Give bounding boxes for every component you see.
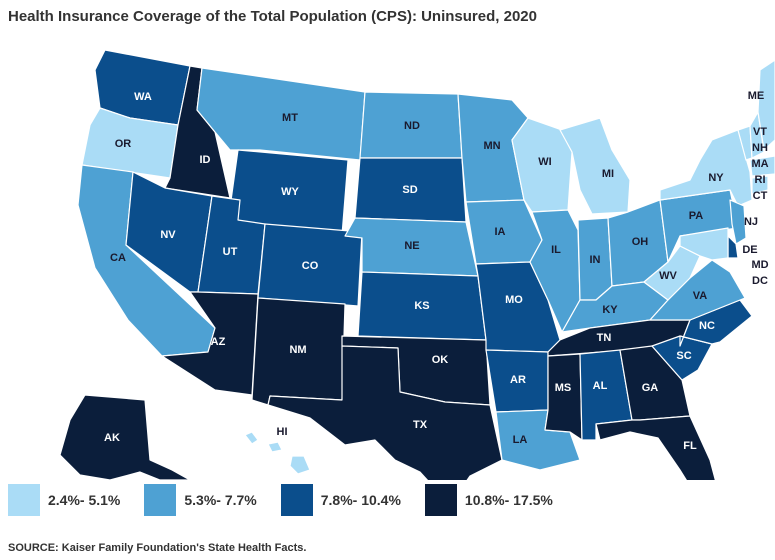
label-ca: CA — [110, 252, 126, 264]
legend: 2.4%- 5.1% 5.3%- 7.7% 7.8%- 10.4% 10.8%-… — [8, 484, 553, 516]
label-fl: FL — [683, 440, 697, 452]
label-tn: TN — [597, 332, 612, 344]
state-nj[interactable] — [729, 199, 747, 245]
state-tx[interactable] — [267, 345, 503, 480]
label-ia: IA — [495, 226, 506, 238]
label-co: CO — [302, 260, 319, 272]
label-mt: MT — [282, 112, 298, 124]
label-ut: UT — [223, 246, 238, 258]
state-ny[interactable] — [659, 129, 753, 207]
label-ga: GA — [642, 382, 659, 394]
legend-label: 7.8%- 10.4% — [320, 492, 401, 508]
map-title: Health Insurance Coverage of the Total P… — [8, 8, 537, 25]
label-nm: NM — [289, 344, 306, 356]
label-id: ID — [200, 154, 211, 166]
legend-item: 10.8%- 17.5% — [424, 484, 553, 516]
state-md[interactable] — [679, 227, 729, 261]
label-ma: MA — [751, 158, 768, 170]
label-ny: NY — [708, 172, 724, 184]
legend-swatch — [144, 484, 177, 516]
label-nd: ND — [404, 120, 420, 132]
state-ak[interactable] — [59, 394, 191, 480]
label-ar: AR — [510, 374, 526, 386]
state-labels: WA OR CA ID NV MT WY UT AZ CO NM ND SD N… — [104, 90, 769, 452]
label-ri: RI — [755, 174, 766, 186]
label-ct: CT — [753, 190, 768, 202]
state-fl[interactable] — [595, 415, 722, 480]
label-ks: KS — [414, 300, 429, 312]
state-co[interactable] — [257, 223, 363, 307]
label-dc: DC — [752, 275, 768, 287]
state-shapes — [59, 49, 775, 480]
legend-swatch — [424, 484, 457, 516]
label-me: ME — [748, 90, 765, 102]
label-mo: MO — [505, 294, 523, 306]
legend-label: 5.3%- 7.7% — [184, 492, 257, 508]
label-az: AZ — [211, 336, 226, 348]
label-sc: SC — [676, 350, 691, 362]
label-ne: NE — [404, 240, 419, 252]
state-mi[interactable] — [559, 117, 631, 215]
label-mn: MN — [483, 140, 500, 152]
state-mt[interactable] — [196, 67, 366, 161]
state-nh[interactable] — [749, 111, 765, 159]
label-wv: WV — [659, 270, 677, 282]
label-va: VA — [693, 290, 708, 302]
label-in: IN — [590, 254, 601, 266]
state-ct[interactable] — [751, 175, 769, 195]
state-ms[interactable] — [544, 353, 583, 441]
label-il: IL — [551, 244, 561, 256]
state-me[interactable] — [757, 59, 775, 151]
label-la: LA — [513, 434, 528, 446]
label-md: MD — [751, 259, 768, 271]
label-tx: TX — [413, 419, 428, 431]
label-ms: MS — [555, 382, 572, 394]
label-al: AL — [593, 380, 608, 392]
label-ak: AK — [104, 432, 120, 444]
label-pa: PA — [689, 210, 704, 222]
us-choropleth-map: WA OR CA ID NV MT WY UT AZ CO NM ND SD N… — [59, 49, 775, 480]
label-nh: NH — [752, 142, 768, 154]
label-mi: MI — [602, 168, 614, 180]
label-ky: KY — [602, 304, 618, 316]
label-nc: NC — [699, 320, 715, 332]
legend-swatch — [280, 484, 313, 516]
state-ma[interactable] — [749, 155, 775, 177]
state-hi[interactable] — [244, 431, 311, 475]
label-ok: OK — [432, 354, 449, 366]
label-wi: WI — [538, 156, 551, 168]
label-nj: NJ — [744, 216, 758, 228]
state-wi[interactable] — [511, 117, 573, 213]
legend-label: 10.8%- 17.5% — [464, 492, 553, 508]
label-hi: HI — [277, 426, 288, 438]
source-note: SOURCE: Kaiser Family Foundation's State… — [8, 542, 307, 554]
label-wa: WA — [134, 91, 152, 103]
label-or: OR — [115, 138, 132, 150]
label-de: DE — [742, 244, 757, 256]
legend-label: 2.4%- 5.1% — [48, 492, 121, 508]
legend-item: 2.4%- 5.1% — [8, 484, 120, 516]
label-sd: SD — [402, 184, 417, 196]
legend-item: 7.8%- 10.4% — [280, 484, 401, 516]
label-nv: NV — [160, 229, 176, 241]
legend-item: 5.3%- 7.7% — [144, 484, 257, 516]
label-vt: VT — [753, 126, 767, 138]
label-oh: OH — [632, 236, 649, 248]
legend-swatch — [8, 484, 40, 516]
label-wy: WY — [281, 186, 299, 198]
state-sc[interactable] — [651, 335, 713, 381]
